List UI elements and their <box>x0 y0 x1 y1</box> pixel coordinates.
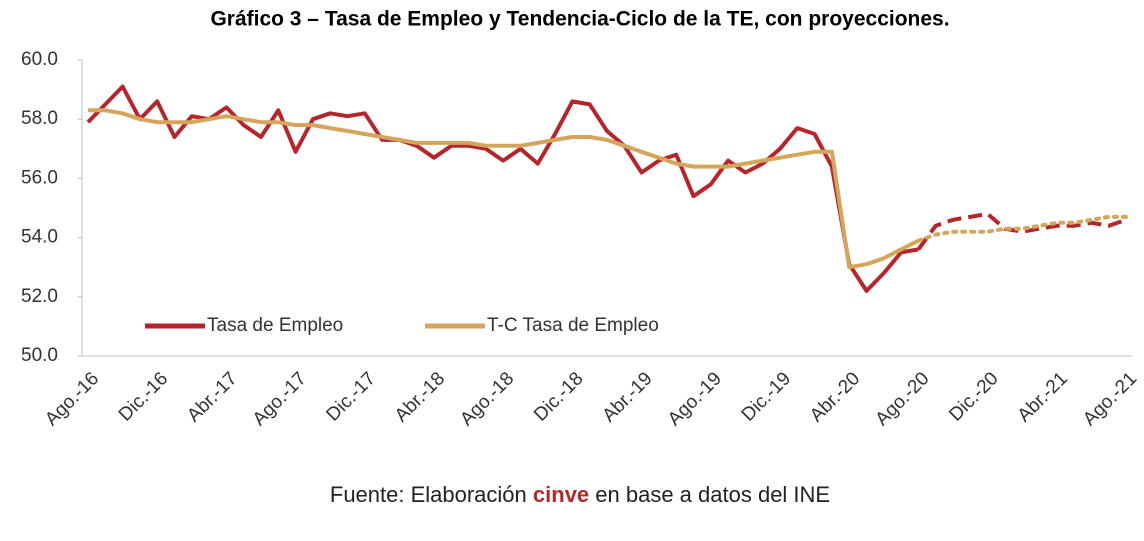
y-tick-label: 56.0 <box>21 167 58 188</box>
line-series <box>86 84 919 293</box>
legend-label: Tasa de Empleo <box>207 315 343 336</box>
x-tick-label: Dic.-19 <box>738 368 795 425</box>
chart-title: Gráfico 3 – Tasa de Empleo y Tendencia-C… <box>210 8 949 31</box>
x-tick-label: Abr.-18 <box>391 368 449 426</box>
x-tick-label: Abr.-21 <box>1014 368 1072 426</box>
x-tick-label: Ago.-20 <box>872 368 934 430</box>
y-tick-label: 58.0 <box>21 108 58 129</box>
line-series <box>88 108 920 270</box>
x-tick-label: Abr.-19 <box>599 368 657 426</box>
x-tick-label: Abr.-20 <box>806 368 864 426</box>
x-tick-label: Abr.-17 <box>183 368 241 426</box>
projection-line <box>916 211 1127 251</box>
projection-line <box>916 214 1128 243</box>
y-tick-label: 50.0 <box>21 345 58 366</box>
source-highlight: cinve <box>533 482 589 507</box>
x-tick-label: Ago.-16 <box>41 368 103 430</box>
x-tick-label: Ago.-21 <box>1079 368 1141 430</box>
source-note: Fuente: Elaboración cinve en base a dato… <box>330 482 830 507</box>
source-suffix: en base a datos del INE <box>589 482 830 507</box>
y-tick-label: 54.0 <box>21 227 58 248</box>
y-tick-label: 60.0 <box>21 49 58 70</box>
x-tick-label: Dic.-20 <box>945 368 1002 425</box>
x-tick-label: Ago.-18 <box>456 368 518 430</box>
source-prefix: Fuente: Elaboración <box>330 482 533 507</box>
x-tick-label: Dic.-17 <box>322 368 379 425</box>
x-tick-label: Ago.-19 <box>664 368 726 430</box>
x-tick-label: Dic.-18 <box>530 368 587 425</box>
y-tick-label: 52.0 <box>21 286 58 307</box>
legend-label: T-C Tasa de Empleo <box>487 315 659 336</box>
x-tick-label: Dic.-16 <box>115 368 172 425</box>
x-tick-label: Ago.-17 <box>249 368 311 430</box>
